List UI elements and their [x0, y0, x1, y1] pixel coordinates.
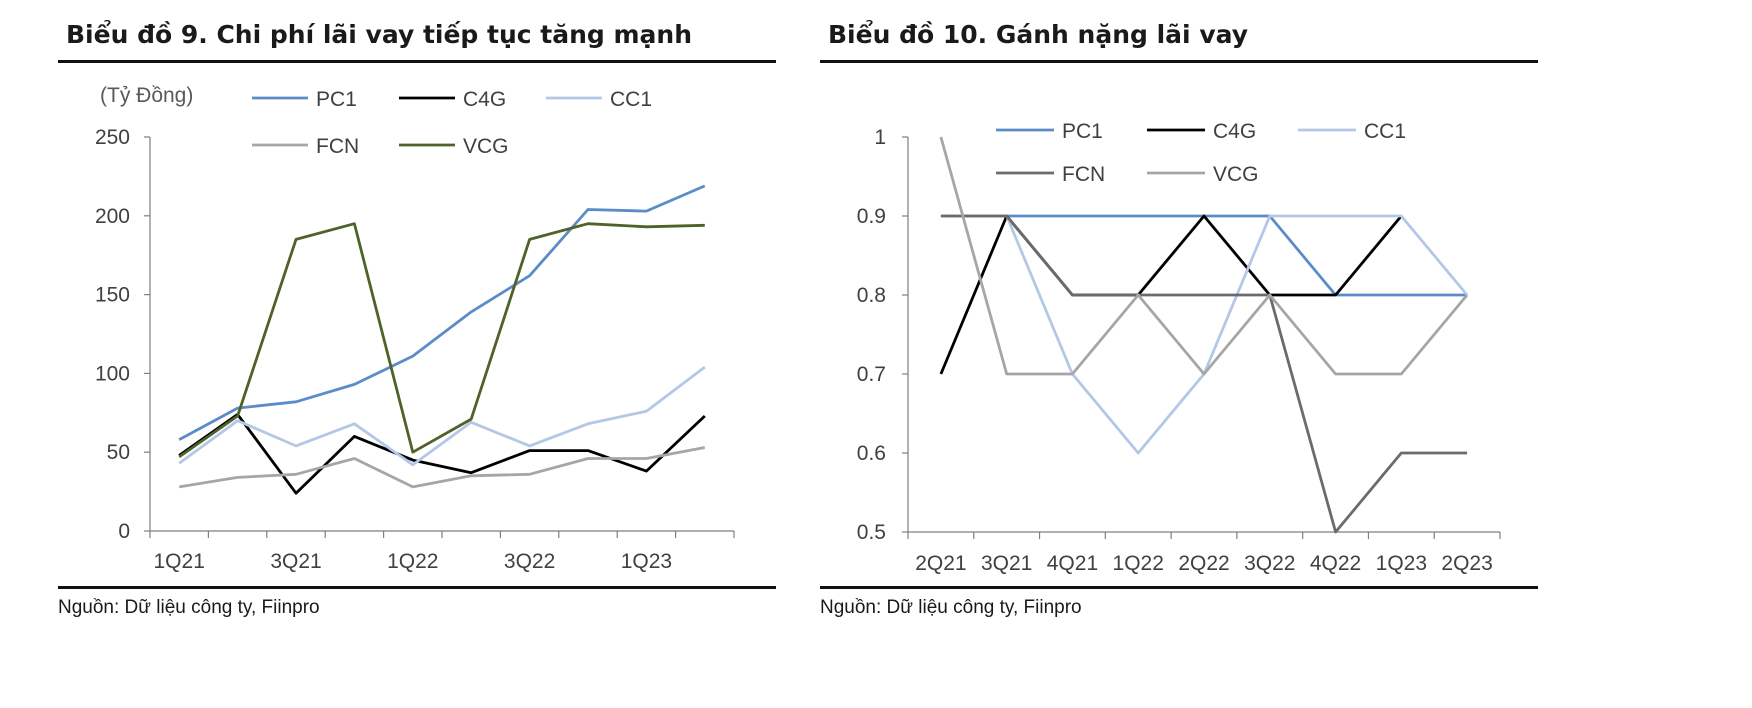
y-axis-unit-label: (Tỷ Đồng) — [100, 84, 193, 107]
y-tick-label: 1 — [874, 126, 886, 149]
y-tick-label: 50 — [107, 441, 130, 464]
chart-title: Biểu đồ 10. Gánh nặng lãi vay — [828, 20, 1249, 49]
legend-label-c4g: C4G — [463, 88, 506, 111]
chart-panel-left: Biểu đồ 9. Chi phí lãi vay tiếp tục tăng… — [58, 0, 778, 708]
legend-label-fcn: FCN — [316, 135, 359, 158]
x-tick-label: 1Q22 — [1113, 552, 1164, 575]
legend-label-cc1: CC1 — [610, 88, 652, 111]
title-rule — [58, 60, 776, 63]
x-tick-label: 1Q22 — [387, 550, 438, 573]
line-chart-interest-burden: 0.5 0.6 0.7 0.8 0.9 1 2Q21 3Q21 4Q21 1Q22 2Q22 3Q22… — [857, 120, 1501, 575]
x-tick-label: 2Q21 — [915, 552, 966, 575]
legend-label-vcg: VCG — [463, 135, 509, 158]
x-tick-label: 3Q21 — [981, 552, 1032, 575]
legend-label-cc1: CC1 — [1364, 120, 1406, 143]
y-tick-label: 0.7 — [857, 363, 886, 386]
y-tick-label: 0.5 — [857, 521, 886, 544]
x-tick-label: 4Q21 — [1047, 552, 1098, 575]
x-tick-label: 4Q22 — [1310, 552, 1361, 575]
x-tick-label: 1Q21 — [154, 550, 205, 573]
legend-label-c4g: C4G — [1213, 120, 1256, 143]
series-line-fcn — [178, 446, 706, 489]
legend-label-pc1: PC1 — [316, 88, 357, 111]
series-line-pc1 — [940, 214, 1468, 297]
series-line-cc1 — [178, 365, 706, 467]
series-line-vcg — [939, 136, 1469, 376]
y-tick-label: 0.6 — [857, 442, 886, 465]
legend-label-fcn: FCN — [1062, 163, 1105, 186]
series-line-cc1 — [940, 214, 1469, 455]
line-chart-interest-expense: 0 50 100 150 200 250 1Q21 3Q21 1Q22 3Q22 1Q23 (Tỷ Đ… — [95, 84, 735, 573]
y-tick-label: 200 — [95, 205, 130, 228]
x-tick-label: 2Q23 — [1441, 552, 1492, 575]
source-note: Nguồn: Dữ liệu công ty, Fiinpro — [820, 597, 1082, 618]
chart-title: Biểu đồ 9. Chi phí lãi vay tiếp tục tăng… — [66, 20, 693, 49]
legend-label-vcg: VCG — [1213, 163, 1259, 186]
series-line-pc1 — [178, 184, 706, 441]
x-tick-label: 2Q22 — [1178, 552, 1229, 575]
y-tick-label: 100 — [95, 362, 130, 385]
x-tick-label: 1Q23 — [1376, 552, 1427, 575]
series-line-c4g — [178, 413, 706, 495]
chart-panel-right: Biểu đồ 10. Gánh nặng lãi vay 0.5 0.6 0.7 0… — [820, 0, 1540, 708]
x-tick-label: 3Q22 — [1244, 552, 1295, 575]
y-tick-label: 250 — [95, 126, 130, 149]
y-tick-label: 150 — [95, 284, 130, 307]
y-tick-label: 0.9 — [857, 205, 886, 228]
bottom-rule — [820, 586, 1538, 589]
x-tick-label: 1Q23 — [621, 550, 672, 573]
x-tick-label: 3Q22 — [504, 550, 555, 573]
bottom-rule — [58, 586, 776, 589]
legend-label-pc1: PC1 — [1062, 120, 1103, 143]
series-line-fcn — [940, 214, 1468, 534]
y-tick-label: 0.8 — [857, 284, 886, 307]
title-rule — [820, 60, 1538, 63]
y-tick-label: 0 — [118, 520, 130, 543]
series-line-vcg — [178, 222, 705, 459]
source-note: Nguồn: Dữ liệu công ty, Fiinpro — [58, 597, 320, 618]
x-tick-label: 3Q21 — [270, 550, 321, 573]
